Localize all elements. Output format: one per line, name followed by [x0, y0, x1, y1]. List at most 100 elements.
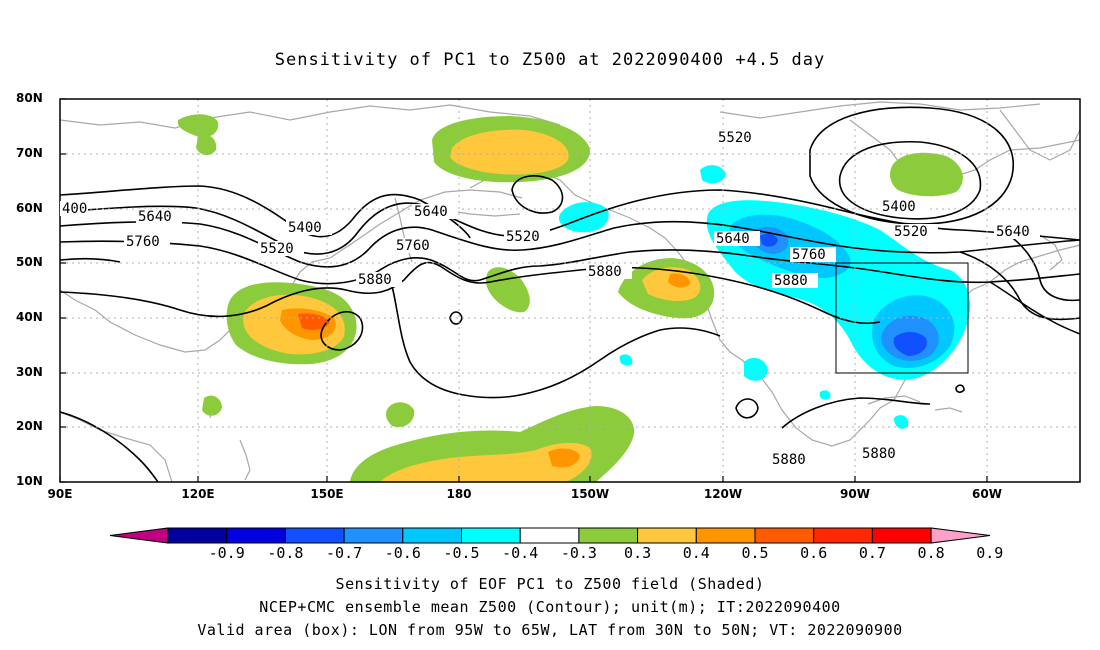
- colorbar-tick-label: -0.4: [502, 544, 539, 562]
- shade-bering-yellow: [450, 129, 569, 175]
- contour-label: 5880: [774, 273, 808, 289]
- contour-label: 5520: [506, 229, 540, 245]
- shade-siberia2: [196, 134, 217, 156]
- shade-cyan-small4: [819, 390, 831, 400]
- y-tick-label: 70N: [16, 146, 43, 160]
- contour-label: 5520: [718, 130, 752, 146]
- shade-eus-darkblue: [893, 332, 927, 356]
- shade-cyan-small3: [894, 415, 909, 429]
- colorbar-tick-label: 0.3: [624, 544, 652, 562]
- grid-lines: [60, 99, 1080, 482]
- shade-cyan-alaska: [700, 165, 726, 184]
- contour-label: 400: [62, 201, 87, 217]
- colorbar-swatch: [754, 527, 815, 544]
- shade-small1: [202, 395, 222, 416]
- x-tick-label: 150W: [570, 487, 610, 501]
- colorbar-high-arrow: [930, 527, 991, 544]
- x-tick-label: 120E: [181, 487, 215, 501]
- map-frame: [59, 98, 1081, 483]
- colorbar-tick-label: -0.3: [560, 544, 597, 562]
- contour-5520-ne: [999, 229, 1080, 302]
- y-tick-label: 40N: [16, 310, 43, 324]
- contour-5760-ne: [989, 281, 1080, 335]
- contour-bering-low: [511, 175, 564, 214]
- contour-label: 5760: [126, 234, 160, 250]
- contour-5880-mex: [60, 411, 159, 482]
- contour-5760: [60, 240, 1080, 285]
- shade-hudson-green: [890, 152, 963, 197]
- colorbar-tick-label: 0.6: [800, 544, 828, 562]
- contour-label: 5520: [260, 241, 294, 257]
- colorbar-tick-label: -0.6: [384, 544, 421, 562]
- coast-hudson: [849, 119, 1080, 181]
- x-tick-label: 180: [446, 487, 472, 501]
- colorbar-swatch: [813, 527, 873, 544]
- coast-greenland: [999, 109, 1080, 161]
- contour-label: 5520: [894, 224, 928, 240]
- shade-epac-orange: [668, 273, 690, 288]
- contour-low-hudson: [838, 140, 982, 220]
- colorbar-swatch: [461, 527, 521, 544]
- contour-label: 5400: [882, 199, 916, 215]
- colorbar: [109, 527, 991, 544]
- contour-label: 5640: [414, 204, 448, 220]
- coast-hispaniola: [934, 407, 963, 413]
- contour-closed-3: [955, 384, 965, 393]
- contour-5640-ne: [959, 251, 1080, 321]
- colorbar-swatch: [402, 527, 462, 544]
- contour-label: 5400: [288, 220, 322, 236]
- colorbar-swatch: [226, 527, 286, 544]
- coast-kamchatka: [394, 197, 413, 263]
- contour-5880-w: [60, 261, 881, 325]
- colorbar-swatch: [578, 527, 639, 544]
- contour-ridge-pac: [60, 257, 721, 399]
- colorbar-swatch: [695, 527, 756, 544]
- y-tick-label: 20N: [16, 419, 43, 433]
- contour-label: 5760: [396, 238, 430, 254]
- x-tick-label: 90E: [47, 487, 73, 501]
- contour-low-hudson2: [809, 106, 1015, 225]
- colorbar-tick-label: -0.9: [208, 544, 245, 562]
- footer-line-2: NCEP+CMC ensemble mean Z500 (Contour); u…: [259, 598, 841, 616]
- contour-label: 5640: [996, 224, 1030, 240]
- contour-label: 5760: [792, 247, 826, 263]
- y-tick-label: 80N: [16, 91, 43, 105]
- shade-hawaii: [385, 402, 415, 428]
- sensitivity-shading: [177, 114, 971, 482]
- contour-label: 5640: [138, 209, 172, 225]
- coast-cuba: [867, 395, 921, 405]
- colorbar-tick-label: -0.7: [326, 544, 363, 562]
- contour-label-group: 400 5640 5760 5400 5520 5880 5640 5760 5…: [60, 130, 1040, 468]
- contour-5880-south: [735, 398, 759, 419]
- chart-title: Sensitivity of PC1 to Z500 at 2022090400…: [274, 50, 826, 70]
- shade-siberia: [177, 114, 219, 138]
- y-tick-label: 10N: [16, 474, 43, 488]
- coast-canada-north: [719, 101, 1041, 119]
- colorbar-swatch: [343, 527, 404, 544]
- contour-5880-caribbean: [781, 397, 931, 429]
- colorbar-tick-label: 0.8: [917, 544, 945, 562]
- coast-mexico: [741, 359, 871, 447]
- colorbar-swatch: [167, 527, 228, 544]
- shade-trop-yellow: [380, 442, 592, 482]
- colorbar-low-arrow: [109, 527, 169, 544]
- colorbar-swatch: [284, 527, 345, 544]
- coast-china: [60, 411, 173, 482]
- valid-area-box: [835, 262, 969, 374]
- contour-5640: [60, 220, 1080, 268]
- shade-cpac-green: [485, 267, 530, 313]
- colorbar-swatch: [871, 527, 932, 544]
- shade-trop-orange: [548, 448, 580, 468]
- x-tick-label: 90W: [840, 487, 870, 501]
- colorbar-tick-label: 0.9: [976, 544, 1004, 562]
- x-tick-label: 60W: [972, 487, 1002, 501]
- colorbar-swatch: [519, 527, 580, 544]
- colorbar-swatch: [637, 527, 697, 544]
- footer-line-3: Valid area (box): LON from 95W to 65W, L…: [197, 621, 903, 639]
- contour-label: 5880: [588, 264, 622, 280]
- coast-siberia: [60, 104, 561, 129]
- footer-line-1: Sensitivity of EOF PC1 to Z500 field (Sh…: [335, 575, 765, 593]
- y-tick-label: 60N: [16, 201, 43, 215]
- y-tick-label: 30N: [16, 365, 43, 379]
